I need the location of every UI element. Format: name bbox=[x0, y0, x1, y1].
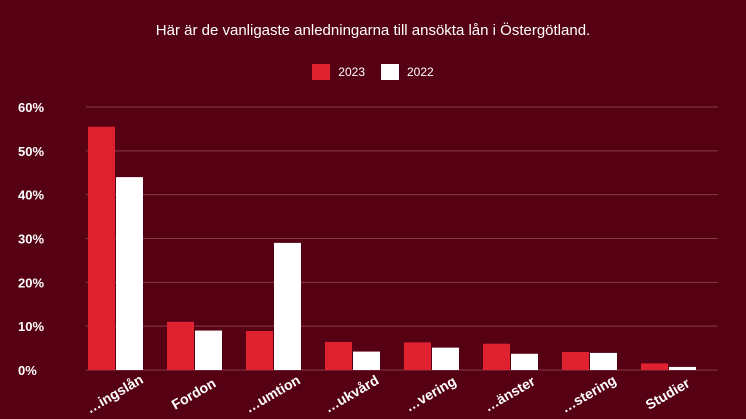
bar-2023 bbox=[325, 341, 352, 370]
legend-item-2023: 2023 bbox=[312, 64, 365, 80]
x-tick-label: …änster bbox=[481, 372, 538, 414]
bar-2022 bbox=[432, 347, 459, 370]
y-tick-label: 10% bbox=[18, 319, 44, 334]
y-tick-label: 60% bbox=[18, 100, 44, 115]
x-tick-label: Studier bbox=[643, 374, 693, 412]
bar-2023 bbox=[404, 342, 431, 370]
y-tick-label: 20% bbox=[18, 275, 44, 290]
legend-label-2022: 2022 bbox=[407, 65, 434, 79]
y-tick-label: 40% bbox=[18, 188, 44, 203]
bar-2023 bbox=[167, 321, 194, 370]
bar-2022 bbox=[669, 366, 696, 370]
bar-2022 bbox=[511, 353, 538, 370]
legend: 2023 2022 bbox=[0, 64, 746, 80]
bar-2022 bbox=[590, 352, 617, 370]
legend-item-2022: 2022 bbox=[381, 64, 434, 80]
bar-2023 bbox=[483, 343, 510, 370]
x-tick-label: …ingslån bbox=[83, 371, 146, 416]
bar-2022 bbox=[116, 177, 143, 370]
bar-2023 bbox=[641, 363, 668, 370]
x-tick-label: …stering bbox=[558, 372, 619, 416]
legend-label-2023: 2023 bbox=[338, 65, 365, 79]
bar-2022 bbox=[274, 242, 301, 370]
bar-2023 bbox=[562, 352, 589, 370]
chart-title: Här är de vanligaste anledningarna till … bbox=[155, 22, 591, 39]
x-tick-label: …ukvård bbox=[322, 372, 382, 416]
legend-swatch-2022 bbox=[381, 64, 399, 80]
y-tick-label: 50% bbox=[18, 144, 44, 159]
y-tick-label: 30% bbox=[18, 232, 44, 247]
legend-swatch-2023 bbox=[312, 64, 331, 80]
bar-2023 bbox=[246, 330, 273, 370]
bar-2022 bbox=[195, 330, 222, 370]
y-tick-label: 0% bbox=[18, 363, 37, 378]
bar-2022 bbox=[353, 351, 380, 370]
x-tick-label: …umtion bbox=[242, 372, 303, 416]
x-tick-label: Fordon bbox=[169, 375, 219, 413]
bar-2023 bbox=[88, 126, 115, 370]
x-tick-label: …vering bbox=[402, 373, 459, 415]
